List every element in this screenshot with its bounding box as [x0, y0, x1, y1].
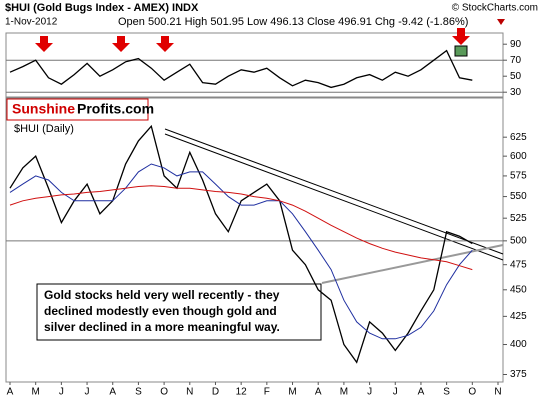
series-line — [9, 185, 473, 271]
y-tick-label: 550 — [510, 191, 527, 202]
trend-line — [321, 244, 504, 284]
x-tick-label: S — [443, 387, 450, 398]
x-tick-label: O — [160, 387, 168, 398]
x-tick-label: N — [494, 387, 501, 398]
y-tick-label: 500 — [510, 235, 527, 246]
y-tick-label: 600 — [510, 151, 527, 162]
y-tick-label: 30 — [510, 87, 522, 98]
subtitle: $HUI (Daily) — [14, 123, 74, 135]
x-tick-label: J — [85, 387, 90, 398]
x-tick-label: F — [264, 387, 270, 398]
x-tick-label: N — [186, 387, 193, 398]
x-tick-label: A — [315, 387, 322, 398]
x-tick-label: O — [468, 387, 476, 398]
y-tick-label: 625 — [510, 132, 527, 143]
annotation-box — [36, 283, 322, 341]
y-tick-label: 70 — [510, 55, 522, 66]
y-tick-label: 575 — [510, 171, 527, 182]
arrows — [35, 28, 470, 52]
x-tick-label: J — [367, 387, 372, 398]
price-panel — [5, 97, 504, 383]
down-triangle — [497, 19, 505, 25]
y-tick-label: 425 — [510, 311, 527, 322]
quote: Open 500.21 High 501.95 Low 496.13 Close… — [118, 16, 468, 28]
copyright: © StockCharts.com — [452, 3, 538, 14]
y-tick-label: 375 — [510, 369, 527, 380]
x-tick-label: M — [340, 387, 348, 398]
trend-line — [164, 133, 504, 261]
annotation: silver declined in a more meaningful way… — [44, 320, 280, 334]
x-tick-label: A — [7, 387, 14, 398]
series-line — [9, 124, 473, 364]
annotation: declined modestly even though gold and — [44, 304, 277, 318]
x-tick-label: M — [32, 387, 40, 398]
y-tick-label: 450 — [510, 284, 527, 295]
x-tick-label: S — [135, 387, 142, 398]
logo: Profits.com — [77, 101, 154, 117]
date: 1-Nov-2012 — [5, 17, 58, 28]
x-tick-label: J — [59, 387, 64, 398]
x-tick-label: J — [393, 387, 398, 398]
x-tick-label: A — [418, 387, 425, 398]
x-tick-label: 12 — [236, 387, 248, 398]
logo: Sunshine — [12, 101, 75, 117]
series-line — [9, 163, 473, 340]
x-tick-label: A — [109, 387, 116, 398]
y-tick-label: 475 — [510, 259, 527, 270]
y-tick-label: 400 — [510, 339, 527, 350]
series-line — [9, 49, 473, 89]
highlight — [454, 45, 468, 57]
chart-title: $HUI (Gold Bugs Index - AMEX) INDX — [5, 2, 199, 14]
y-tick-label: 50 — [510, 71, 522, 82]
y-tick-label: 525 — [510, 213, 527, 224]
y-tick-label: 90 — [510, 39, 522, 50]
logo-box — [6, 98, 149, 121]
x-tick-label: D — [212, 387, 219, 398]
rsi-panel — [5, 32, 504, 98]
annotation: Gold stocks held very well recently - th… — [44, 288, 280, 302]
x-tick-label: M — [288, 387, 296, 398]
